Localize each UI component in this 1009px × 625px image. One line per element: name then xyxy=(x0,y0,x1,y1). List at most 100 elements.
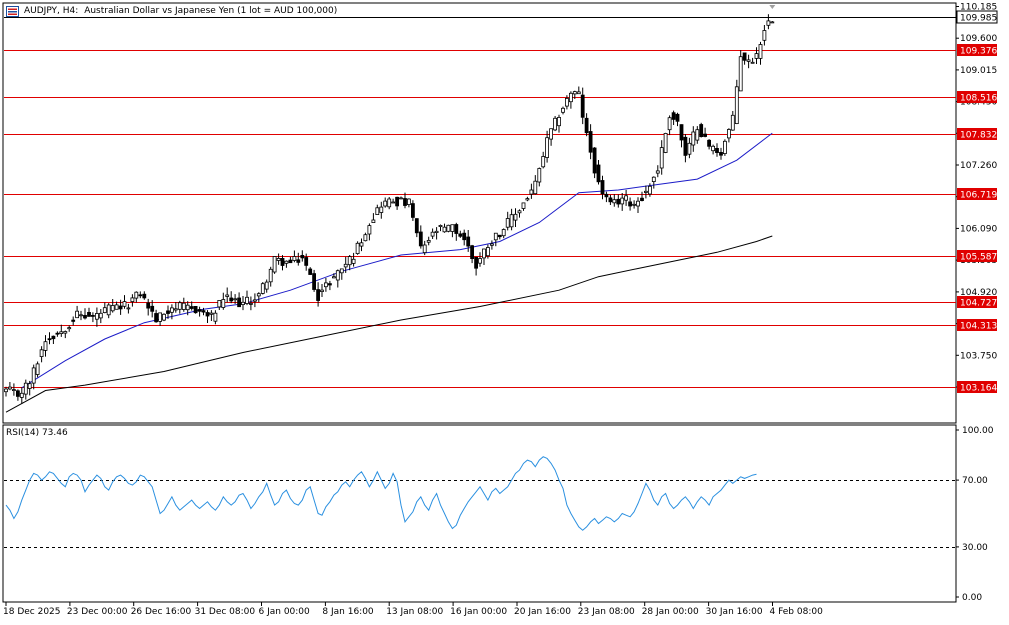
candle-body xyxy=(600,180,605,195)
candle xyxy=(628,197,632,211)
level-price-tag-label: 104.313 xyxy=(960,322,997,332)
candle-body xyxy=(327,283,332,286)
candle xyxy=(742,52,747,65)
candle-body xyxy=(173,308,178,311)
candle xyxy=(474,256,479,276)
candle-body xyxy=(742,52,747,61)
candle xyxy=(711,144,715,155)
candle-body xyxy=(268,268,273,283)
candle-body xyxy=(363,234,368,242)
candle-body xyxy=(659,147,664,169)
candle-body xyxy=(414,218,419,234)
candle xyxy=(31,364,36,390)
candle xyxy=(588,124,593,160)
candle xyxy=(323,278,328,292)
candle-body xyxy=(221,299,226,308)
candle xyxy=(715,143,719,157)
candle-body xyxy=(110,305,115,312)
candle-body xyxy=(245,296,249,304)
candle-body xyxy=(410,203,415,218)
candle-body xyxy=(651,176,656,182)
candle-body xyxy=(264,281,269,290)
candle xyxy=(114,301,119,310)
candle xyxy=(762,25,767,46)
candle xyxy=(410,200,415,221)
candle xyxy=(699,122,704,138)
candle-body xyxy=(166,310,170,314)
candle-body xyxy=(27,383,32,389)
candle-body xyxy=(59,331,64,334)
candle-body xyxy=(715,147,719,153)
candle xyxy=(4,386,8,397)
candle xyxy=(272,256,277,274)
candle-body xyxy=(134,291,139,299)
candle xyxy=(15,389,20,401)
candle-body xyxy=(201,310,206,313)
candle-body xyxy=(695,129,700,141)
candle-body xyxy=(284,260,289,264)
candle-body xyxy=(422,244,427,253)
candle-body xyxy=(616,198,621,205)
candle xyxy=(576,86,581,95)
candle-body xyxy=(730,114,735,131)
candle xyxy=(707,139,711,150)
candle xyxy=(703,127,707,138)
candle-body xyxy=(703,133,707,137)
candle-body xyxy=(118,305,123,310)
candle xyxy=(592,147,597,179)
candle-body xyxy=(671,112,676,120)
candle-body xyxy=(497,234,502,238)
candle-body xyxy=(434,230,439,234)
candle-body xyxy=(146,302,151,309)
candle-body xyxy=(493,232,498,241)
rsi-pane-frame xyxy=(2,424,957,603)
candle xyxy=(130,294,135,307)
candle xyxy=(23,379,28,400)
candle-body xyxy=(604,193,609,198)
candle xyxy=(169,304,174,320)
candle-body xyxy=(197,309,202,312)
candle-body xyxy=(549,128,553,140)
candle xyxy=(671,110,676,125)
candle-body xyxy=(331,276,336,279)
candle xyxy=(197,306,202,317)
candle xyxy=(580,87,585,125)
candle xyxy=(545,130,549,163)
candle-body xyxy=(276,257,281,261)
candle-body xyxy=(738,56,743,92)
candle-body xyxy=(126,307,131,310)
candle xyxy=(561,106,565,115)
rsi-tick-label: 100.00 xyxy=(962,426,994,436)
rsi-tick-label: 30.00 xyxy=(962,543,988,553)
candle-body xyxy=(509,214,514,228)
current-price-tag xyxy=(956,10,998,24)
candle xyxy=(493,232,498,247)
candle-body xyxy=(355,242,360,255)
candle xyxy=(87,307,91,317)
candle-body xyxy=(252,299,257,302)
candle-body xyxy=(375,207,380,216)
candle-body xyxy=(347,256,352,266)
candle-body xyxy=(576,91,581,95)
price-tick-label: 104.920 xyxy=(960,288,997,298)
candle xyxy=(363,232,368,242)
candle-body xyxy=(79,314,83,317)
level-price-tag xyxy=(957,296,997,308)
candle-body xyxy=(489,243,494,246)
candle-body xyxy=(158,312,163,322)
candle xyxy=(95,307,99,327)
candle-body xyxy=(169,307,174,313)
chart-window-icon[interactable] xyxy=(6,6,19,17)
candle xyxy=(335,269,340,288)
candle-body xyxy=(450,224,455,232)
candle xyxy=(181,297,186,312)
candle xyxy=(343,256,348,273)
candle-body xyxy=(525,198,530,201)
level-price-tag-label: 108.516 xyxy=(960,94,997,104)
candle-body xyxy=(7,386,12,390)
candle xyxy=(675,112,680,127)
candle-body xyxy=(707,139,711,147)
candle xyxy=(268,266,273,287)
candle-body xyxy=(83,314,87,319)
